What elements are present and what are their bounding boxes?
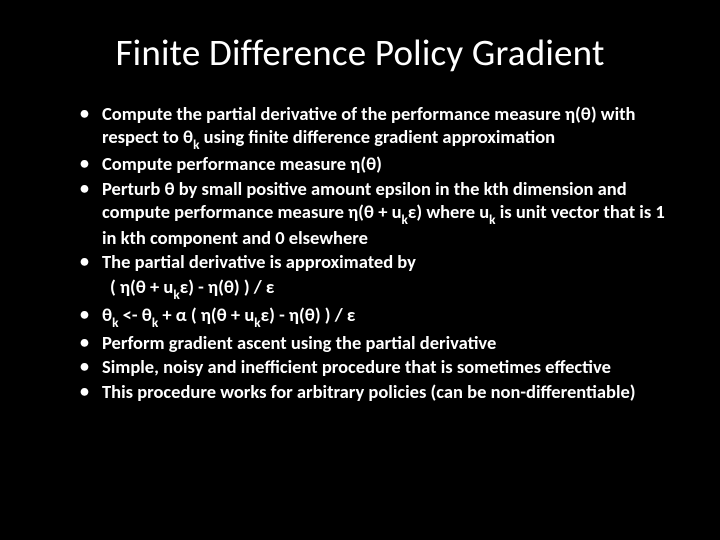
subscript: k <box>193 136 199 153</box>
bullet-item: θk <- θk + α ( η(θ + ukε) - η(θ) ) / ε <box>80 304 670 330</box>
subscript: k <box>254 314 260 331</box>
bullet-text: <- θ <box>118 303 151 326</box>
formula-text: ( η(θ + u <box>110 275 173 298</box>
slide-title: Finite Difference Policy Gradient <box>50 30 670 75</box>
bullet-text: Perform gradient ascent using the partia… <box>102 331 496 354</box>
bullet-text: The partial derivative is approximated b… <box>102 250 416 273</box>
bullet-list: Compute the partial derivative of the pe… <box>50 103 670 274</box>
formula-line: ( η(θ + ukε) - η(θ) ) / ε <box>50 276 670 302</box>
bullet-text: Simple, noisy and inefficient procedure … <box>102 355 611 378</box>
subscript: k <box>152 314 158 331</box>
bullet-item: Perturb θ by small positive amount epsil… <box>80 178 670 249</box>
bullet-text: using finite difference gradient approxi… <box>199 125 555 148</box>
bullet-item: This procedure works for arbitrary polic… <box>80 381 670 404</box>
subscript: k <box>489 211 495 228</box>
subscript: k <box>173 286 179 303</box>
bullet-item: Perform gradient ascent using the partia… <box>80 332 670 355</box>
formula-text: ε) - η(θ) ) / ε <box>180 275 275 298</box>
bullet-list: θk <- θk + α ( η(θ + ukε) - η(θ) ) / ε P… <box>50 304 670 404</box>
subscript: k <box>112 314 118 331</box>
bullet-text: This procedure works for arbitrary polic… <box>102 380 636 403</box>
bullet-item: The partial derivative is approximated b… <box>80 251 670 274</box>
bullet-text: ε) where u <box>408 200 489 223</box>
bullet-item: Compute the partial derivative of the pe… <box>80 103 670 151</box>
subscript: k <box>402 211 408 228</box>
bullet-item: Simple, noisy and inefficient procedure … <box>80 356 670 379</box>
bullet-text: θ <box>102 303 112 326</box>
bullet-item: Compute performance measure η(θ) <box>80 153 670 176</box>
bullet-text: Compute performance measure η(θ) <box>102 152 382 175</box>
bullet-text: + α ( η(θ + u <box>158 303 254 326</box>
bullet-text: ε) - η(θ) ) / ε <box>261 303 356 326</box>
slide: Finite Difference Policy Gradient Comput… <box>0 0 720 540</box>
